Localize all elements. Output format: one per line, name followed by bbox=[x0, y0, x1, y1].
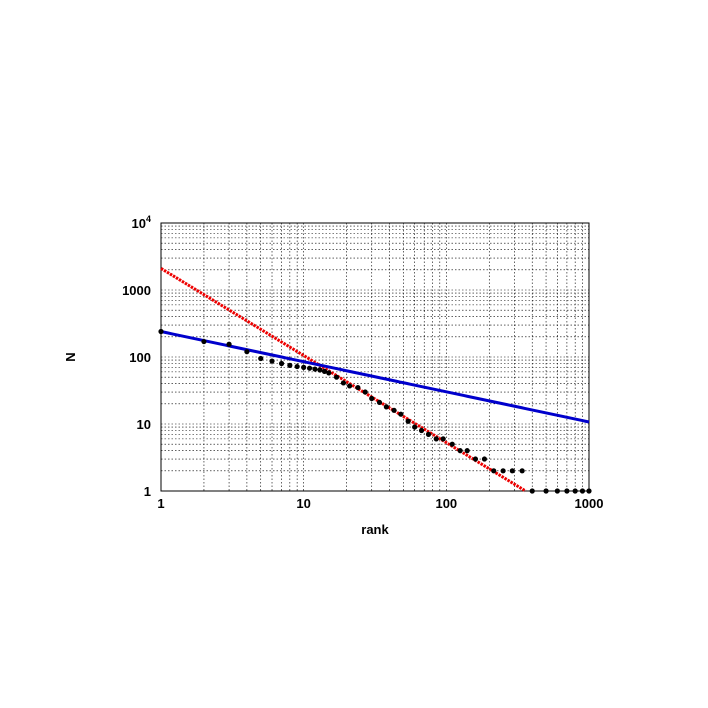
x-tick-label: 1000 bbox=[575, 496, 604, 511]
x-tick-labels: 1 10 100 1000 bbox=[157, 496, 603, 511]
y-axis-label: N bbox=[63, 352, 78, 361]
data-point bbox=[340, 380, 347, 386]
data-point bbox=[449, 441, 455, 447]
data-point bbox=[412, 424, 418, 430]
steep-fit-line bbox=[160, 267, 527, 493]
data-point bbox=[306, 365, 313, 371]
data-point bbox=[405, 418, 411, 424]
y-tick-labels: 1 10 100 1000 104 bbox=[122, 214, 151, 499]
x-tick-label: 1 bbox=[157, 496, 164, 511]
data-point bbox=[294, 363, 300, 370]
y-tick-label: 1000 bbox=[122, 283, 151, 298]
data-point bbox=[425, 431, 432, 437]
data-point bbox=[529, 488, 535, 494]
data-point bbox=[312, 366, 318, 372]
data-points bbox=[158, 328, 592, 494]
data-point bbox=[369, 395, 375, 402]
data-point bbox=[355, 384, 361, 391]
data-point bbox=[317, 367, 323, 373]
x-tick-label: 100 bbox=[435, 496, 457, 511]
data-point bbox=[391, 407, 397, 413]
data-point bbox=[554, 488, 560, 494]
x-tick-label: 10 bbox=[296, 496, 310, 511]
data-point bbox=[269, 358, 275, 364]
data-point bbox=[287, 362, 293, 368]
data-point bbox=[564, 488, 570, 494]
data-point bbox=[326, 370, 332, 376]
y-tick-label: 10 bbox=[137, 417, 151, 432]
data-point bbox=[158, 328, 164, 335]
data-point bbox=[491, 468, 497, 474]
plot-frame bbox=[160, 222, 590, 492]
data-point bbox=[383, 404, 389, 410]
y-tick-label: 100 bbox=[129, 350, 151, 365]
data-point bbox=[347, 383, 353, 389]
data-point bbox=[278, 360, 285, 367]
data-point bbox=[579, 488, 586, 494]
data-point bbox=[258, 355, 264, 362]
data-point bbox=[519, 468, 525, 474]
fit-lines bbox=[160, 267, 590, 493]
data-point bbox=[418, 427, 425, 434]
data-point bbox=[457, 448, 463, 454]
data-point bbox=[572, 488, 578, 494]
data-point bbox=[543, 488, 549, 494]
data-point bbox=[500, 468, 506, 474]
shallow-fit-line bbox=[160, 330, 590, 424]
data-point bbox=[376, 399, 383, 406]
grid-lines bbox=[161, 223, 589, 491]
data-point bbox=[586, 488, 592, 494]
data-point bbox=[244, 349, 250, 355]
y-tick-label: 1 bbox=[144, 484, 151, 499]
data-point bbox=[464, 448, 470, 454]
data-point bbox=[472, 456, 479, 462]
y-tick-label: 104 bbox=[132, 214, 151, 231]
data-point bbox=[226, 341, 232, 347]
data-point bbox=[433, 436, 439, 442]
data-point bbox=[333, 374, 340, 380]
data-point bbox=[509, 468, 515, 474]
data-point bbox=[440, 436, 446, 442]
data-point bbox=[362, 389, 368, 395]
data-point bbox=[201, 338, 207, 345]
data-point bbox=[301, 364, 307, 370]
data-point bbox=[398, 411, 404, 417]
data-point bbox=[481, 456, 488, 462]
data-point bbox=[321, 368, 328, 374]
x-axis-label: rank bbox=[361, 522, 389, 537]
